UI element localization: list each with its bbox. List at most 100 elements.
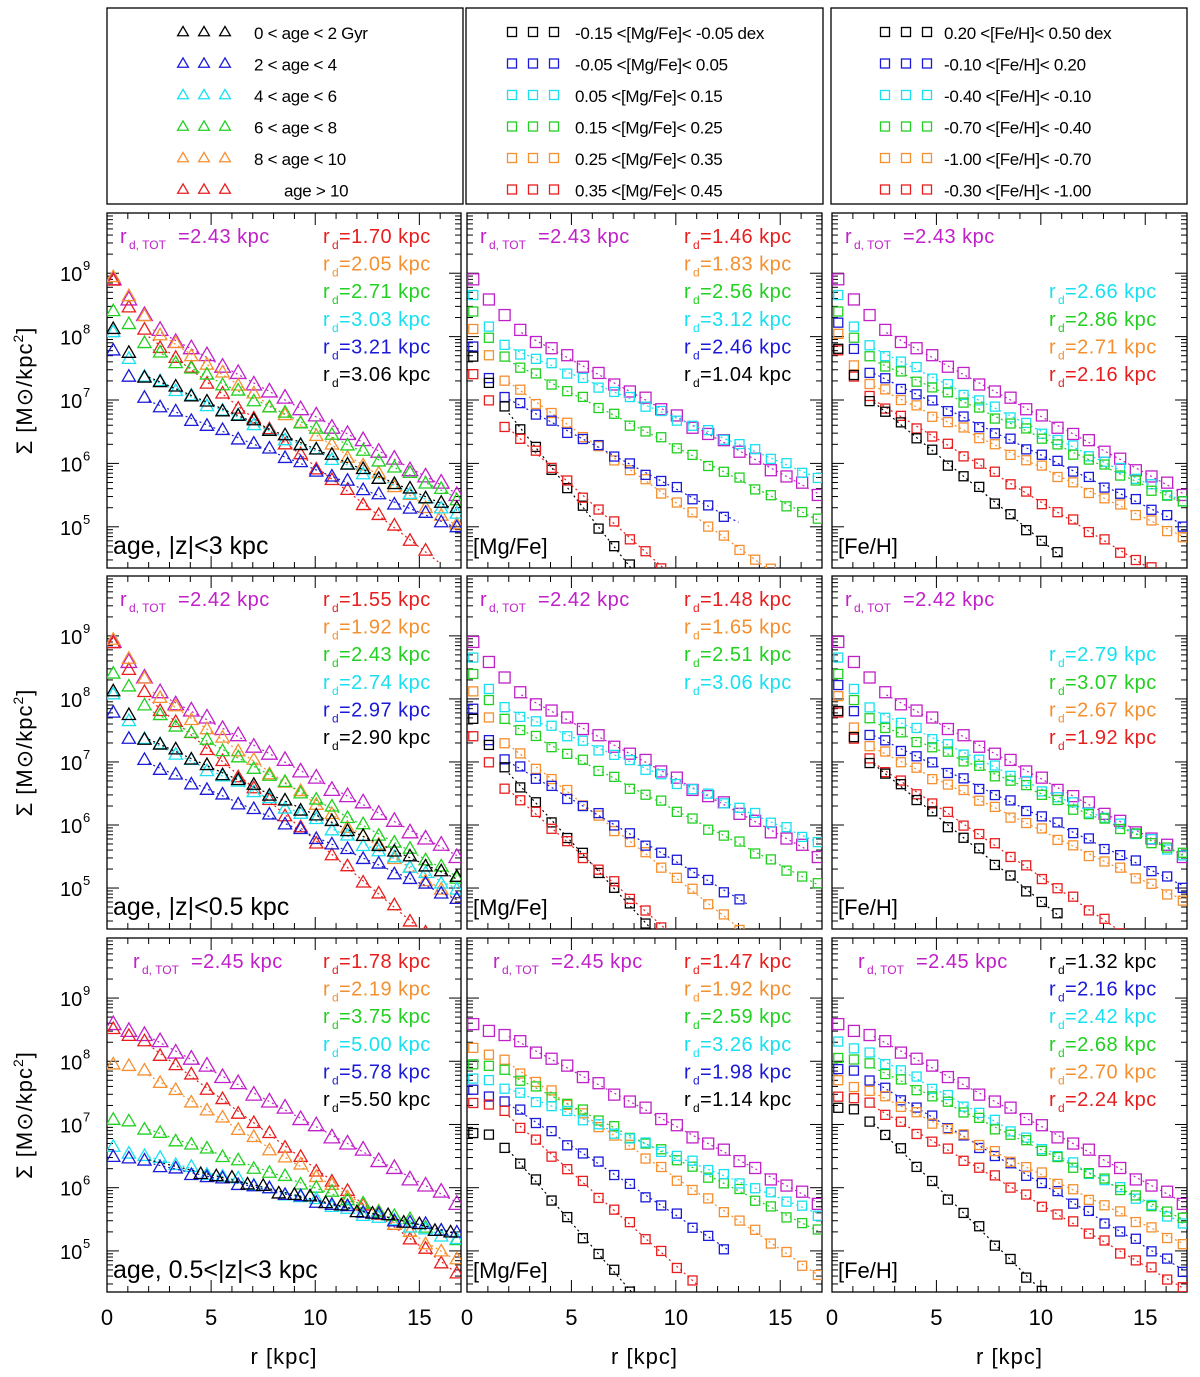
data-point-magenta (764, 1173, 777, 1186)
rd-label-black: r d =1.04 kpc (684, 364, 791, 390)
data-point-green (609, 1121, 620, 1132)
data-point-cyan (562, 731, 573, 742)
data-point-orange (417, 872, 434, 887)
data-point-black (427, 1222, 443, 1237)
data-point-green (703, 824, 714, 835)
rd-value: =2.71 kpc (1065, 336, 1157, 358)
data-point-green (1052, 1151, 1063, 1163)
rd-label-black: r d =1.32 kpc (1049, 951, 1156, 977)
x-tick-label: 5 (565, 1305, 577, 1330)
data-point-green (895, 366, 907, 377)
data-point-red (1177, 1282, 1187, 1292)
data-point-blue (1130, 1233, 1141, 1244)
rd-r: r (1049, 1089, 1056, 1111)
data-point-blue (530, 1117, 542, 1129)
data-point-blue (911, 389, 922, 400)
data-point-green (1130, 1190, 1141, 1201)
data-point-black (261, 422, 278, 436)
rd-value: =2.66 kpc (1065, 281, 1157, 303)
data-point-green (781, 1212, 792, 1223)
data-point-blue (246, 800, 262, 815)
rd-total-subscript: d, TOT (129, 601, 167, 615)
data-point-blue (1177, 1266, 1187, 1278)
rd-r: r (323, 281, 330, 303)
data-point-green (880, 361, 891, 372)
data-point-black (989, 498, 1001, 509)
data-point-cyan (958, 389, 969, 401)
data-point-cyan (765, 453, 776, 465)
rd-subscript: d (693, 1018, 700, 1032)
data-point-orange (214, 364, 231, 378)
data-point-magenta (182, 338, 201, 355)
data-point-green (848, 1054, 860, 1065)
rd-total-label: r d, TOT =2.42 kpc (480, 589, 629, 615)
data-point-blue (1083, 1205, 1095, 1217)
data-point-orange (1146, 878, 1157, 889)
data-point-orange (355, 457, 371, 471)
data-point-green (214, 742, 231, 757)
data-point-green (1115, 470, 1126, 481)
data-point-red (562, 1164, 573, 1175)
data-point-magenta (832, 635, 845, 649)
data-point-orange (911, 1107, 922, 1118)
data-point-black (911, 794, 922, 806)
data-point-red (1099, 534, 1110, 545)
data-point-red (1052, 1209, 1063, 1220)
legend-label: 0 < age < 2 Gyr (254, 24, 368, 43)
rd-r: r (1049, 1006, 1056, 1028)
data-point-red (167, 349, 184, 363)
data-point-blue (167, 766, 184, 780)
data-point-blue (292, 453, 309, 468)
data-point-black (927, 1175, 938, 1187)
data-point-cyan (609, 386, 620, 398)
data-point-cyan (974, 754, 985, 765)
data-point-green (246, 760, 262, 774)
data-point-orange (1068, 840, 1079, 851)
data-point-red (1021, 1189, 1032, 1200)
data-point-magenta (1114, 1161, 1127, 1175)
rd-value: =2.42 kpc (1065, 1006, 1157, 1028)
data-point-orange (895, 757, 907, 768)
data-point-orange (765, 1238, 776, 1249)
data-point-blue (656, 847, 667, 858)
data-point-orange (687, 1184, 698, 1196)
legend-label: 0.35 <[Mg/Fe]< 0.45 (575, 182, 722, 201)
legend-marker-orange (176, 151, 190, 163)
rd-r: r (684, 364, 691, 386)
rd-subscript: d (332, 348, 339, 362)
data-point-magenta (1145, 470, 1158, 483)
data-point-blue (1115, 1226, 1126, 1237)
data-point-cyan (781, 822, 792, 833)
rd-label-black: r d =5.50 kpc (323, 1089, 430, 1115)
rd-subscript: d (1058, 656, 1065, 670)
rd-subscript: d (1058, 1101, 1065, 1115)
rd-label-green: r d =2.43 kpc (323, 644, 430, 670)
data-point-red (121, 1027, 137, 1041)
data-point-green (433, 480, 449, 495)
data-point-magenta (655, 1112, 668, 1126)
data-point-green (640, 426, 651, 437)
data-point-blue (230, 1176, 246, 1191)
data-point-green (214, 376, 231, 391)
rd-subscript: d (693, 238, 700, 252)
data-point-magenta (1051, 421, 1064, 434)
data-point-magenta (447, 1194, 461, 1210)
data-point-magenta (447, 847, 461, 864)
data-point-blue (546, 415, 557, 426)
data-point-orange (895, 394, 907, 406)
data-point-magenta (1098, 1154, 1111, 1168)
data-point-green (1021, 423, 1032, 434)
rd-r: r (323, 254, 330, 276)
data-point-red (277, 1139, 293, 1153)
data-point-red (546, 462, 557, 474)
data-point-orange (703, 521, 714, 532)
rd-total-r: r (493, 951, 500, 973)
data-point-black (167, 741, 184, 755)
data-point-red (261, 1124, 278, 1139)
data-point-blue (355, 850, 371, 865)
panel-label: [Mg/Fe] (473, 1258, 548, 1283)
data-point-blue (1130, 493, 1141, 505)
data-point-cyan (107, 323, 121, 338)
